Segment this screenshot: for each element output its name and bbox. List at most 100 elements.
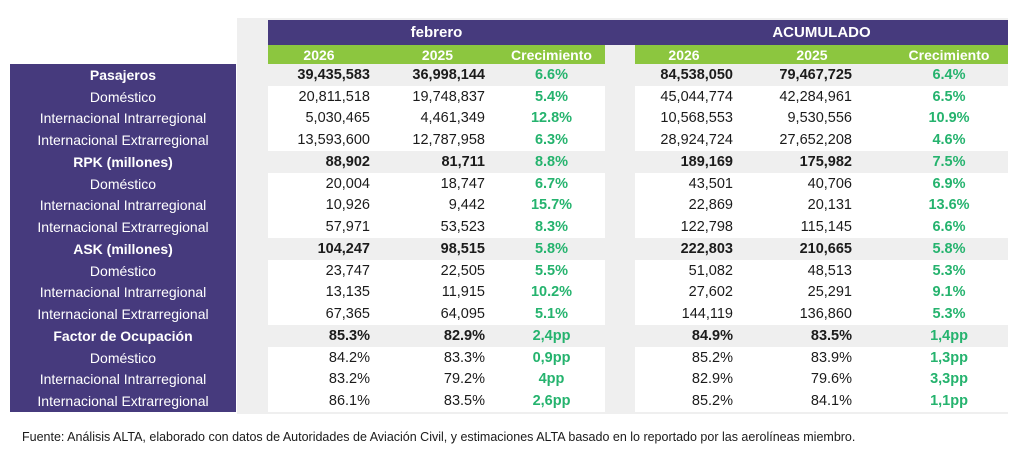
- cell-acum-crecimiento: 6.5%: [932, 88, 966, 105]
- febrero-cells: 67,365 64,095 5.1%: [268, 303, 605, 325]
- column-header-crecimiento: Crecimiento: [908, 46, 990, 63]
- febrero-cells: 20,811,518 19,748,837 5.4%: [268, 85, 605, 108]
- cell-acum-2026: 84.9%: [691, 327, 733, 344]
- acumulado-cells: 82.9% 79.6% 3,3pp: [635, 368, 1008, 391]
- row-label: Internacional Intrarregional: [39, 284, 207, 301]
- acumulado-cells: 28,924,724 27,652,208 4.6%: [635, 129, 1008, 151]
- cell-acum-2025: 115,145: [800, 219, 852, 236]
- table-row: 20,811,518 19,748,837 5.4% 45,044,774 42,284…: [268, 85, 1008, 108]
- acumulado-cells: 22,869 20,131 13.6%: [635, 194, 1008, 217]
- row-label: Doméstico: [89, 88, 157, 105]
- cell-acum-2026: 82.9%: [691, 371, 733, 388]
- cell-acum-crecimiento: 6.9%: [932, 175, 966, 192]
- table-row: 13,593,600 12,787,958 6.3% 28,924,724 27,652…: [268, 129, 1008, 151]
- cell-acum-2026: 85.2%: [691, 393, 733, 410]
- cell-acum-2025: 79,467,725: [779, 66, 852, 83]
- cell-feb-2025: 11,915: [441, 284, 485, 301]
- cell-acum-2026: 28,924,724: [660, 132, 733, 149]
- cell-acum-crecimiento: 4.6%: [932, 132, 966, 149]
- acumulado-cells: 85.2% 83.9% 1,3pp: [635, 346, 1008, 369]
- cell-feb-2026: 10,926: [325, 197, 370, 214]
- cell-acum-2026: 43,501: [688, 175, 733, 192]
- cell-feb-2025: 9,442: [448, 197, 485, 214]
- cell-acum-2026: 10,568,553: [660, 110, 733, 127]
- column-header-2026: 2026: [303, 46, 335, 63]
- cell-feb-2025: 79.2%: [443, 371, 485, 388]
- row-label: Internacional Extrarregional: [37, 306, 209, 323]
- table-row: 67,365 64,095 5.1% 144,119 136,860 5.3%: [268, 303, 1008, 325]
- cell-feb-2025: 36,998,144: [412, 66, 485, 83]
- cell-feb-2026: 88,902: [325, 153, 370, 170]
- cell-acum-2025: 84.1%: [810, 393, 852, 410]
- cell-acum-crecimiento: 3,3pp: [930, 371, 968, 388]
- febrero-cells: 23,747 22,505 5.5%: [268, 259, 605, 282]
- row-label: RPK (millones): [73, 153, 173, 170]
- acumulado-cells: 144,119 136,860 5.3%: [635, 303, 1008, 325]
- acumulado-cells: 45,044,774 42,284,961 6.5%: [635, 85, 1008, 108]
- cell-feb-2025: 19,748,837: [412, 88, 485, 105]
- acumulado-cells: 27,602 25,291 9.1%: [635, 281, 1008, 304]
- table-row: 23,747 22,505 5.5% 51,082 48,513 5.3%: [268, 259, 1008, 282]
- column-header-group-febrero: 2026 2025 Crecimiento: [268, 45, 605, 64]
- febrero-cells: 20,004 18,747 6.7%: [268, 172, 605, 195]
- cell-feb-2026: 83.2%: [328, 371, 370, 388]
- source-note: Fuente: Análisis ALTA, elaborado con dat…: [22, 430, 856, 444]
- table-body: 39,435,583 36,998,144 6.6% 84,538,050 79,467…: [268, 64, 1008, 412]
- header-acumulado: ACUMULADO: [772, 24, 871, 41]
- cell-feb-2026: 39,435,583: [297, 66, 370, 83]
- cell-feb-2025: 82.9%: [443, 327, 485, 344]
- cell-acum-crecimiento: 9.1%: [932, 284, 966, 301]
- febrero-cells: 57,971 53,523 8.3%: [268, 216, 605, 238]
- cell-feb-2026: 104,247: [317, 240, 370, 257]
- table-row: 85.3% 82.9% 2,4pp 84.9% 83.5% 1,4pp: [268, 325, 1008, 347]
- cell-acum-2025: 9,530,556: [787, 110, 852, 127]
- column-header-2025: 2025: [421, 46, 454, 63]
- acumulado-cells: 85.2% 84.1% 1,1pp: [635, 390, 1008, 412]
- table-row: 88,902 81,711 8.8% 189,169 175,982 7.5%: [268, 151, 1008, 173]
- cell-feb-2025: 4,461,349: [420, 110, 485, 127]
- column-header-group-acumulado: 2026 2025 Crecimiento: [635, 45, 1008, 64]
- cell-feb-2026: 5,030,465: [305, 110, 370, 127]
- cell-feb-2026: 20,811,518: [298, 88, 371, 105]
- row-label: ASK (millones): [73, 240, 173, 257]
- acumulado-cells: 51,082 48,513 5.3%: [635, 259, 1008, 282]
- cell-feb-2026: 23,747: [325, 262, 370, 279]
- cell-acum-2025: 136,860: [799, 306, 852, 323]
- cell-acum-2025: 83.9%: [810, 349, 852, 366]
- table-row: 10,926 9,442 15.7% 22,869 20,131 13.6%: [268, 194, 1008, 217]
- cell-acum-crecimiento: 7.5%: [932, 153, 966, 170]
- cell-acum-2026: 222,803: [680, 240, 733, 257]
- febrero-cells: 86.1% 83.5% 2,6pp: [268, 390, 605, 412]
- cell-acum-2025: 48,513: [807, 262, 852, 279]
- cell-feb-2026: 20,004: [325, 175, 370, 192]
- row-label: Doméstico: [89, 175, 157, 192]
- row-label: Internacional Intrarregional: [39, 110, 207, 127]
- febrero-cells: 13,593,600 12,787,958 6.3%: [268, 129, 605, 151]
- cell-feb-2025: 53,523: [440, 219, 485, 236]
- cell-acum-2026: 51,082: [688, 262, 733, 279]
- cell-acum-2025: 83.5%: [810, 327, 852, 344]
- febrero-cells: 10,926 9,442 15.7%: [268, 194, 605, 217]
- febrero-cells: 88,902 81,711 8.8%: [268, 151, 605, 173]
- row-label: Internacional Extrarregional: [37, 393, 209, 410]
- cell-feb-2026: 86.1%: [328, 393, 370, 410]
- febrero-cells: 5,030,465 4,461,349 12.8%: [268, 107, 605, 130]
- cell-acum-2026: 189,169: [680, 153, 733, 170]
- acumulado-cells: 84.9% 83.5% 1,4pp: [635, 325, 1008, 347]
- column-header-2025: 2025: [796, 46, 828, 63]
- cell-feb-2026: 84.2%: [328, 349, 370, 366]
- cell-acum-crecimiento: 6.4%: [932, 66, 966, 83]
- cell-acum-crecimiento: 5.3%: [932, 306, 966, 323]
- table-row: 83.2% 79.2% 4pp 82.9% 79.6% 3,3pp: [268, 368, 1008, 391]
- cell-acum-crecimiento: 1,3pp: [930, 349, 968, 366]
- acumulado-cells: 84,538,050 79,467,725 6.4%: [635, 64, 1008, 86]
- cell-acum-2025: 210,665: [799, 240, 852, 257]
- cell-feb-crecimiento: 5.5%: [534, 262, 569, 279]
- table-row: 13,135 11,915 10.2% 27,602 25,291 9.1%: [268, 281, 1008, 304]
- cell-feb-crecimiento: 6.7%: [534, 175, 569, 192]
- cell-feb-2025: 98,515: [440, 240, 485, 257]
- cell-acum-crecimiento: 1,1pp: [930, 393, 968, 410]
- cell-feb-crecimiento: 10.2%: [530, 284, 573, 301]
- row-label: Doméstico: [89, 349, 157, 366]
- column-header-2026: 2026: [668, 46, 700, 63]
